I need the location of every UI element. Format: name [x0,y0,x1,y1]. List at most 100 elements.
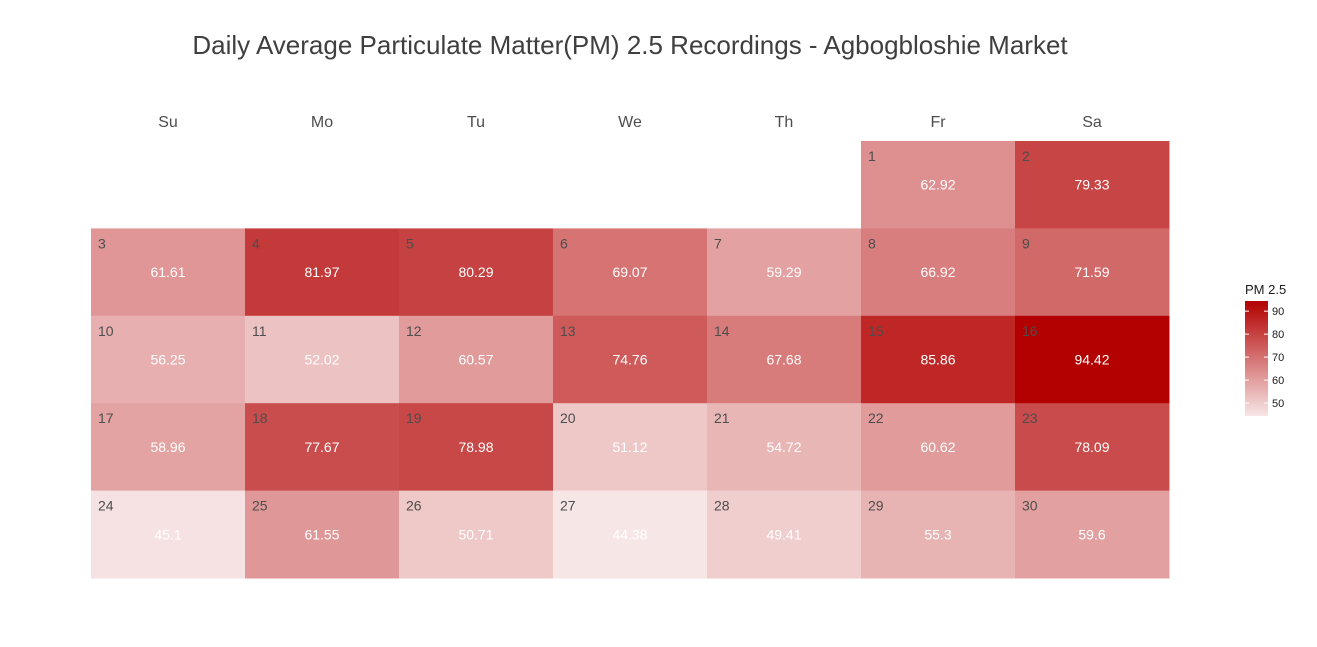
cell-fill [91,315,246,404]
chart-title: Daily Average Particulate Matter(PM) 2.5… [192,30,1068,60]
cell-fill [553,403,708,492]
cell-value-label: 61.55 [304,526,339,542]
calendar-cell: 12 60.57 [399,315,554,404]
cell-fill [707,228,862,317]
day-number: 28 [714,498,730,514]
cell-value-label: 78.98 [458,439,493,455]
day-number: 7 [714,235,722,251]
cell-value-label: 94.42 [1074,352,1109,368]
cell-value-label: 66.92 [920,264,955,280]
calendar-cell: 11 52.02 [245,315,400,404]
cell-fill [245,315,400,404]
legend-tick-label: 90 [1272,306,1284,318]
day-number: 29 [868,498,884,514]
calendar-cell: 13 74.76 [553,315,708,404]
cell-fill [1015,228,1170,317]
cell-value-label: 69.07 [612,264,647,280]
calendar-cell: 19 78.98 [399,403,554,492]
day-number: 20 [560,410,576,426]
day-number: 16 [1022,323,1038,339]
day-number: 26 [406,498,422,514]
cell-fill [861,228,1016,317]
calendar-cell: 361.61 [91,228,246,317]
calendar-cell: 26 50.71 [399,490,554,579]
cell-fill [861,315,1016,404]
cell-value-label: 50.71 [458,526,493,542]
legend-tick-label: 50 [1272,398,1284,410]
cell-fill [399,403,554,492]
calendar-cell: 16 94.42 [1015,315,1170,404]
legend-color-bar [1245,301,1268,416]
calendar-cell: 15 85.86 [861,315,1016,404]
calendar-cell: 20 51.12 [553,403,708,492]
weekday-header-th: Th [775,114,794,131]
calendar-cell: 759.29 [707,228,862,317]
cell-value-label: 77.67 [304,439,339,455]
calendar-cell: 17 58.96 [91,403,246,492]
cell-fill [245,403,400,492]
day-number: 27 [560,498,576,514]
cell-fill [707,490,862,579]
cell-value-label: 79.33 [1074,177,1109,193]
cell-fill [1015,141,1170,229]
cell-fill [399,315,554,404]
day-number: 30 [1022,498,1038,514]
day-number: 6 [560,235,568,251]
cell-fill [245,490,400,579]
cell-value-label: 59.29 [766,264,801,280]
cell-fill [861,403,1016,492]
cell-value-label: 80.29 [458,264,493,280]
cell-value-label: 56.25 [150,352,185,368]
day-number: 10 [98,323,114,339]
cell-fill [399,490,554,579]
cell-value-label: 44.38 [612,526,647,542]
calendar-cell: 18 77.67 [245,403,400,492]
weekday-headers: Su Mo Tu We Th Fr Sa [158,114,1102,131]
calendar-cell: 28 49.41 [707,490,862,579]
day-number: 22 [868,410,884,426]
day-number: 14 [714,323,730,339]
day-number: 2 [1022,148,1030,164]
calendar-cell: 29 55.3 [861,490,1016,579]
cell-fill [861,141,1016,229]
calendar-cell: 971.59 [1015,228,1170,317]
weekday-header-tu: Tu [467,114,485,131]
cell-value-label: 59.6 [1078,526,1105,542]
cell-value-label: 52.02 [304,352,339,368]
day-number: 4 [252,235,260,251]
cell-fill [707,403,862,492]
weekday-header-fr: Fr [930,114,946,131]
calendar-cell: 669.07 [553,228,708,317]
calendar-cell: 22 60.62 [861,403,1016,492]
calendar-cell: 21 54.72 [707,403,862,492]
weekday-header-we: We [618,114,642,131]
day-number: 3 [98,235,106,251]
cell-value-label: 60.57 [458,352,493,368]
calendar-cell: 162.92 [861,141,1016,229]
cell-value-label: 67.68 [766,352,801,368]
weekday-header-sa: Sa [1082,114,1102,131]
cell-fill [91,490,246,579]
cell-value-label: 85.86 [920,352,955,368]
calendar-cell: 10 56.25 [91,315,246,404]
cell-value-label: 58.96 [150,439,185,455]
cell-value-label: 49.41 [766,526,801,542]
day-number: 21 [714,410,730,426]
calendar-cell: 14 67.68 [707,315,862,404]
cell-fill [245,228,400,317]
day-number: 18 [252,410,268,426]
cell-value-label: 54.72 [766,439,801,455]
calendar-cell: 23 78.09 [1015,403,1170,492]
cell-fill [553,490,708,579]
day-number: 9 [1022,235,1030,251]
cell-value-label: 55.3 [924,526,951,542]
calendar-cell: 866.92 [861,228,1016,317]
cell-value-label: 60.62 [920,439,955,455]
cell-fill [553,228,708,317]
cell-fill [553,315,708,404]
legend-tick-label: 70 [1272,352,1284,364]
day-number: 13 [560,323,576,339]
day-number: 25 [252,498,268,514]
calendar-cell: 580.29 [399,228,554,317]
